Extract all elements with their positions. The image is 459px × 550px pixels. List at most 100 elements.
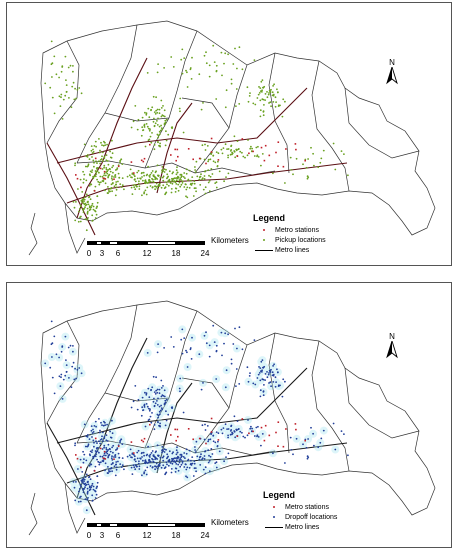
location-point <box>96 178 98 181</box>
location-point <box>150 421 153 424</box>
location-point <box>81 481 83 483</box>
location-point <box>101 448 104 450</box>
location-point <box>131 473 134 475</box>
location-point <box>253 339 256 341</box>
location-point <box>83 478 86 481</box>
location-point <box>94 210 97 213</box>
location-point <box>262 378 265 381</box>
location-point <box>132 173 135 176</box>
location-point <box>44 362 47 365</box>
location-point <box>189 183 192 186</box>
location-point <box>121 464 124 467</box>
location-point <box>272 101 275 103</box>
location-point <box>64 374 67 377</box>
location-point <box>322 149 325 152</box>
location-point <box>275 381 277 383</box>
metro-station <box>236 155 239 157</box>
metro-station <box>285 428 287 430</box>
location-point <box>106 450 109 453</box>
metro-station <box>304 439 306 442</box>
location-point <box>87 163 90 166</box>
location-point <box>74 444 76 447</box>
location-point <box>77 468 79 470</box>
location-point <box>236 347 238 350</box>
metro-station <box>264 144 267 147</box>
metro-station <box>175 439 177 442</box>
location-point <box>192 475 195 477</box>
location-point <box>141 126 144 129</box>
location-point <box>113 456 115 458</box>
metro-station <box>143 437 146 440</box>
location-point <box>235 385 237 387</box>
location-point <box>93 441 95 444</box>
location-point <box>175 453 178 456</box>
location-point <box>159 129 162 132</box>
location-point <box>157 455 160 457</box>
location-point <box>271 371 274 374</box>
location-point <box>208 64 211 67</box>
location-point <box>262 394 265 397</box>
location-point <box>130 186 133 189</box>
metro-station-symbol <box>263 229 265 231</box>
metro-station <box>268 434 271 437</box>
location-point <box>191 56 193 59</box>
location-point <box>302 443 304 446</box>
location-point <box>60 96 62 99</box>
location-point <box>170 460 173 463</box>
location-point <box>149 465 152 467</box>
metro-station <box>264 424 267 427</box>
location-point <box>191 176 194 179</box>
metro-station <box>282 445 285 448</box>
location-point <box>270 368 272 371</box>
location-point <box>108 173 111 176</box>
location-point <box>96 475 99 477</box>
location-point <box>208 174 210 177</box>
location-point <box>234 47 236 50</box>
location-point <box>55 73 58 76</box>
location-point <box>111 152 114 155</box>
location-point <box>137 398 140 401</box>
location-point <box>201 177 204 180</box>
location-point <box>260 164 262 167</box>
location-point <box>343 433 345 435</box>
location-point <box>186 196 189 199</box>
metro-station <box>133 172 135 174</box>
location-point <box>108 453 111 456</box>
location-point <box>203 54 206 57</box>
location-point <box>172 460 175 463</box>
location-point <box>152 120 155 123</box>
location-point <box>84 445 87 448</box>
location-point <box>106 440 109 442</box>
location-point <box>257 93 260 96</box>
location-point <box>84 196 87 199</box>
north-arrow-icon <box>386 65 398 85</box>
location-point <box>105 159 108 162</box>
location-point <box>79 204 82 206</box>
location-point <box>227 452 230 455</box>
location-point <box>83 458 85 460</box>
location-point <box>193 180 196 183</box>
north-arrow: N <box>385 333 399 361</box>
location-point <box>225 176 227 179</box>
location-point <box>292 453 294 456</box>
location-point <box>79 500 82 503</box>
location-point <box>195 160 198 163</box>
location-point <box>72 81 75 84</box>
location-point <box>83 203 86 206</box>
metro-station <box>102 457 105 459</box>
location-point <box>106 423 108 426</box>
location-point <box>186 476 189 479</box>
location-point <box>91 482 94 485</box>
metro-station <box>248 152 250 155</box>
location-point <box>256 155 258 158</box>
location-point <box>61 66 64 68</box>
location-point <box>207 438 210 441</box>
location-point <box>264 379 266 381</box>
location-point <box>221 354 223 357</box>
location-point <box>143 192 146 195</box>
location-point <box>158 125 161 128</box>
location-point <box>203 438 206 441</box>
location-point <box>170 188 173 190</box>
location-point <box>172 180 175 183</box>
metro-station <box>294 143 297 145</box>
